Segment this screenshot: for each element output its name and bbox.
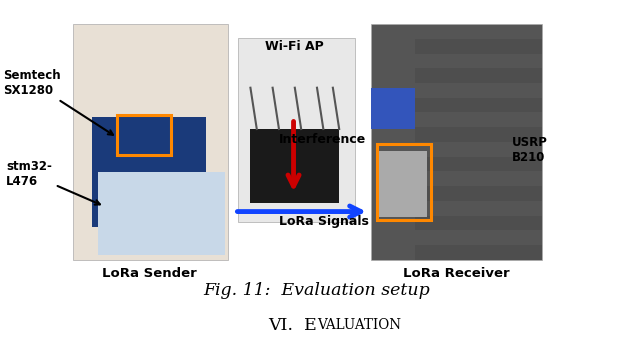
Bar xyxy=(238,38,355,222)
Text: VALUATION: VALUATION xyxy=(317,318,401,332)
Bar xyxy=(371,88,415,129)
Bar xyxy=(415,68,542,83)
Bar xyxy=(250,129,339,203)
Bar xyxy=(98,172,225,255)
Text: VI.  E: VI. E xyxy=(268,316,317,334)
Bar xyxy=(117,115,171,155)
Bar xyxy=(415,245,542,260)
Text: Semtech
SX1280: Semtech SX1280 xyxy=(3,68,113,135)
Bar xyxy=(415,39,542,54)
Bar xyxy=(415,98,542,112)
Bar xyxy=(415,127,542,142)
Bar xyxy=(73,24,228,260)
Text: Interference: Interference xyxy=(279,133,366,146)
Text: Fig. 11:  Evaluation setup: Fig. 11: Evaluation setup xyxy=(204,282,430,299)
Text: USRP
B210: USRP B210 xyxy=(512,136,548,164)
Bar xyxy=(377,144,431,220)
Text: LoRa Receiver: LoRa Receiver xyxy=(403,267,510,280)
Bar xyxy=(379,151,427,217)
Text: LoRa Sender: LoRa Sender xyxy=(101,267,197,280)
Bar xyxy=(415,186,542,201)
Text: LoRa Signals: LoRa Signals xyxy=(279,215,369,228)
Bar xyxy=(415,216,542,230)
Bar xyxy=(415,157,542,171)
Text: stm32-
L476: stm32- L476 xyxy=(6,160,100,205)
Bar xyxy=(371,24,542,260)
Text: Wi-Fi AP: Wi-Fi AP xyxy=(266,40,324,53)
Bar xyxy=(92,117,206,227)
